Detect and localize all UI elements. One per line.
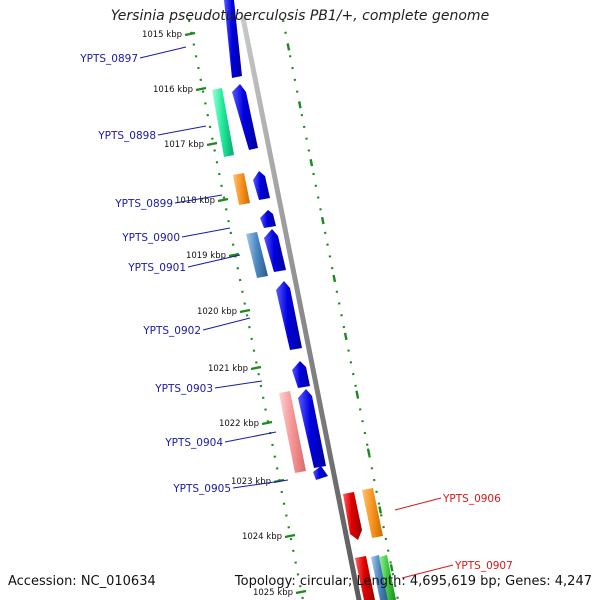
tick-mark — [250, 365, 262, 371]
gene-label-ypts_0904[interactable]: YPTS_0904 — [164, 437, 223, 449]
cds-block-steel-0907[interactable] — [371, 555, 388, 600]
gene-leader-line — [187, 254, 241, 268]
gene-leader-line — [214, 380, 263, 389]
tick-mark — [284, 533, 296, 539]
cds-block-red-0907[interactable] — [355, 556, 375, 600]
cds-block-orange[interactable] — [233, 173, 250, 205]
tick-label: 1022 kbp — [219, 419, 259, 429]
backbone-strand — [240, 15, 362, 600]
gene-leader-line — [232, 479, 289, 489]
gene-label-ypts_0907[interactable]: YPTS_0907 — [454, 560, 513, 572]
cds-block-green-0907[interactable] — [379, 555, 396, 600]
tick-mark — [239, 308, 251, 314]
cds-arrow-0900[interactable] — [260, 210, 276, 228]
genome-title: Yersinia pseudotuberculosis PB1/+, compl… — [110, 8, 490, 24]
gene-label-ypts_0902[interactable]: YPTS_0902 — [142, 325, 201, 337]
gene-label-ypts_0901[interactable]: YPTS_0901 — [127, 262, 186, 274]
tick-label: 1025 kbp — [253, 588, 293, 598]
gene-features — [212, 0, 396, 600]
cds-arrow-0902[interactable] — [276, 281, 302, 350]
accession-text: Accession: NC_010634 — [8, 574, 156, 589]
tick-label: 1016 kbp — [153, 85, 193, 95]
gene-label-ypts_0897[interactable]: YPTS_0897 — [79, 53, 138, 65]
gene-leader-line — [224, 431, 277, 443]
tick-mark — [295, 589, 307, 595]
cds-arrow-0904[interactable] — [298, 389, 326, 468]
tick-label: 1015 kbp — [142, 30, 182, 40]
tick-mark — [206, 141, 218, 147]
cds-arrow-0903[interactable] — [292, 361, 310, 388]
gene-labels: YPTS_0897 YPTS_0898 YPTS_0899 YPTS_0900 YPTS… — [79, 46, 513, 579]
tick-mark — [217, 197, 229, 203]
tick-mark — [195, 86, 207, 92]
gene-label-ypts_0903[interactable]: YPTS_0903 — [154, 383, 213, 395]
tick-label: 1020 kbp — [197, 307, 237, 317]
tick-mark — [228, 252, 240, 258]
cds-arrow-0906[interactable] — [343, 492, 362, 540]
gene-label-ypts_0899[interactable]: YPTS_0899 — [114, 198, 173, 210]
gene-label-ypts_0905[interactable]: YPTS_0905 — [172, 483, 231, 495]
gene-leader-line — [181, 227, 231, 238]
tick-label: 1017 kbp — [164, 140, 204, 150]
cds-arrow-0897[interactable] — [224, 0, 242, 78]
tick-label: 1018 kbp — [175, 196, 215, 206]
tick-label: 1021 kbp — [208, 364, 248, 374]
cds-block-steelblue[interactable] — [246, 232, 268, 278]
tick-label: 1024 kbp — [242, 532, 282, 542]
inner-ruler-line — [281, 19, 400, 600]
gene-leader-line — [401, 564, 454, 579]
cds-arrow-0899[interactable] — [253, 171, 270, 200]
cds-arrow-0905[interactable] — [313, 466, 328, 480]
gene-leader-line — [394, 497, 442, 511]
topology-text: Topology: circular; Length: 4,695,619 bp… — [234, 574, 592, 589]
tick-label: 1023 kbp — [231, 477, 271, 487]
tick-label: 1019 kbp — [186, 251, 226, 261]
tick-mark — [261, 420, 273, 426]
cds-arrow-0898[interactable] — [232, 84, 258, 150]
gene-leader-line — [157, 125, 207, 136]
gene-label-ypts_0900[interactable]: YPTS_0900 — [121, 232, 180, 244]
cds-block-salmon[interactable] — [279, 391, 306, 473]
cds-block-mint[interactable] — [212, 88, 234, 157]
outer-ruler-line — [187, 19, 305, 600]
tick-mark — [184, 31, 196, 37]
gene-label-ypts_0898[interactable]: YPTS_0898 — [97, 130, 156, 142]
gene-leader-line — [139, 46, 187, 59]
gene-leader-line — [174, 194, 223, 204]
cds-block-orange-0906[interactable] — [362, 488, 383, 538]
cds-arrow-0901[interactable] — [264, 229, 286, 272]
gene-leader-line — [202, 317, 251, 331]
gene-label-ypts_0906[interactable]: YPTS_0906 — [442, 493, 501, 505]
